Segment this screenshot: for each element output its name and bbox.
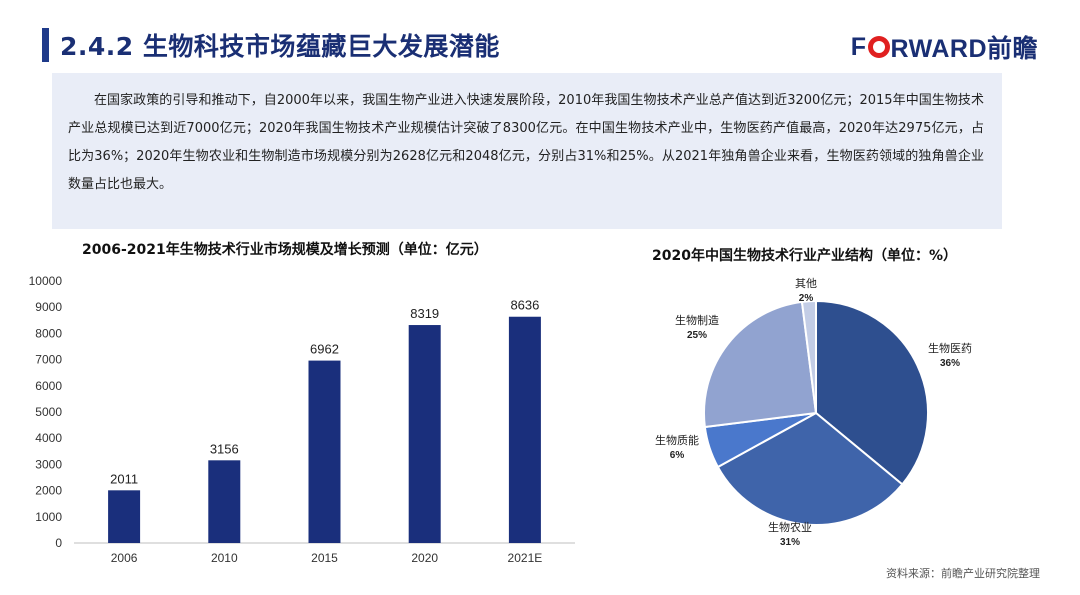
y-tick-label: 0 — [55, 536, 62, 550]
x-tick-label: 2010 — [211, 551, 238, 565]
bar — [208, 460, 241, 543]
pie-chart-title: 2020年中国生物技术行业产业结构（单位：%） — [652, 248, 957, 264]
y-tick-label: 6000 — [35, 379, 62, 393]
logo-prefix: F — [850, 32, 867, 61]
y-tick-label: 4000 — [35, 431, 62, 445]
title-accent-bar — [42, 28, 49, 62]
pie-slice-percent: 31% — [780, 537, 800, 548]
pie-slice — [703, 412, 817, 469]
bar — [308, 360, 341, 543]
intro-box: 在国家政策的引导和推动下，自2000年以来，我国生物产业进入快速发展阶段，201… — [52, 73, 1002, 229]
logo-suffix: RWARD前瞻 — [890, 35, 1038, 63]
x-tick-label: 2021E — [508, 551, 543, 565]
pie-slice-percent: 36% — [940, 358, 960, 369]
bar-value-label: 8636 — [510, 298, 539, 313]
x-tick-label: 2020 — [411, 551, 438, 565]
pie-slice-name: 生物质能 — [655, 433, 699, 447]
pie-slice-percent: 25% — [687, 330, 707, 341]
y-tick-label: 10000 — [29, 274, 63, 288]
logo-circle-icon — [867, 36, 890, 58]
pie-slice-name: 其他 — [795, 277, 817, 290]
pie-slice-percent: 2% — [799, 293, 814, 304]
bar-value-label: 3156 — [210, 441, 239, 456]
bar — [508, 316, 541, 543]
bar-value-label: 2011 — [110, 471, 138, 486]
pie-slice-name: 生物农业 — [768, 520, 812, 534]
bar — [108, 490, 141, 543]
y-tick-label: 8000 — [35, 326, 62, 340]
y-tick-label: 7000 — [35, 353, 62, 367]
forward-logo: F RWARD前瞻 — [850, 32, 1038, 64]
pie-slice — [703, 300, 818, 429]
y-tick-label: 2000 — [35, 484, 62, 498]
y-tick-label: 3000 — [35, 457, 62, 471]
bar-value-label: 8319 — [410, 306, 439, 321]
y-tick-label: 9000 — [35, 300, 62, 314]
pie-slice — [716, 411, 904, 526]
bar-chart-title: 2006-2021年生物技术行业市场规模及增长预测（单位：亿元） — [82, 242, 488, 258]
intro-text: 在国家政策的引导和推动下，自2000年以来，我国生物产业进入快速发展阶段，201… — [68, 93, 984, 192]
bar-value-label: 6962 — [310, 342, 339, 357]
pie-slice-name: 生物制造 — [675, 313, 719, 327]
pie-slice — [800, 299, 817, 414]
bar — [408, 325, 441, 543]
y-tick-label: 1000 — [35, 510, 62, 524]
pie-slice-name: 生物医药 — [928, 341, 972, 355]
x-tick-label: 2006 — [111, 551, 138, 565]
pie-slice — [815, 299, 929, 486]
page-title: 2.4.2 生物科技市场蕴藏巨大发展潜能 — [60, 32, 500, 61]
source-note: 资料来源：前瞻产业研究院整理 — [886, 567, 1040, 580]
y-tick-label: 5000 — [35, 405, 62, 419]
pie-slice-percent: 6% — [670, 450, 685, 461]
x-tick-label: 2015 — [311, 551, 338, 565]
